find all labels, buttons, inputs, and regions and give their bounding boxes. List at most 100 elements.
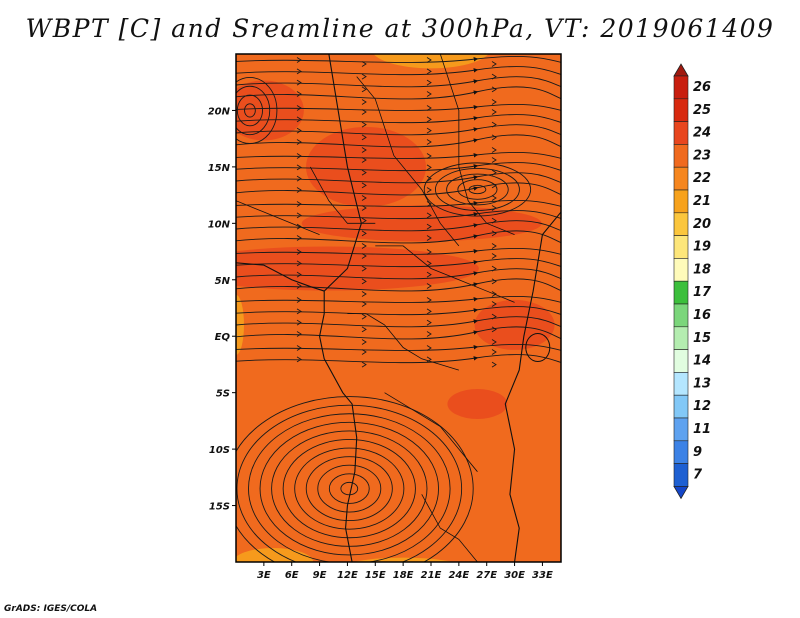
country-border: [384, 392, 478, 472]
streamline-arrow: [426, 153, 432, 159]
streamline-arrow: [296, 260, 302, 267]
streamline-arrow: [361, 195, 367, 201]
east-border: [504, 211, 561, 562]
colorbar-label: 12: [693, 399, 711, 414]
lon-tick-label: 24E: [448, 570, 469, 581]
colorbar-label: 11: [693, 422, 711, 437]
colorbar-swatch: [673, 98, 689, 122]
colorbar-label: 13: [693, 376, 711, 391]
streamline-arrow: [361, 205, 367, 211]
streamline-arrow: [361, 278, 367, 285]
gyre-streamline: [328, 473, 370, 504]
streamline: [236, 56, 561, 63]
streamline-arrow: [296, 271, 302, 278]
streamline-arrow: [361, 301, 367, 307]
streamline-arrow: [296, 356, 302, 363]
colorbar-swatch: [673, 212, 689, 236]
streamline: [236, 134, 561, 148]
streamline-arrow: [296, 91, 302, 97]
streamline-arrow: [361, 121, 367, 128]
map-title: WBPT [C] and Sreamline at 300hPa, VT: 20…: [25, 14, 775, 43]
swirl-streamline: [244, 103, 256, 118]
colorbar: 26 25 24 23 22 21 20 19 18 17 16 15 14 13 12 11 9 7: [673, 63, 712, 500]
country-border: [347, 313, 459, 371]
streamline-arrow: [296, 79, 302, 86]
streamline-arrow: [426, 91, 432, 97]
streamline-arrow: [491, 86, 497, 93]
lat-tick-label: 10N: [208, 219, 231, 230]
lon-tick-label: 6E: [285, 570, 299, 581]
streamline-arrow: [426, 249, 432, 255]
lon-tick-label: 33E: [532, 570, 553, 581]
streamline-arrow: [491, 157, 497, 163]
streamline: [236, 326, 561, 340]
colorbar-swatch: [673, 326, 689, 350]
colorbar-swatch: [673, 144, 689, 168]
gyre-streamline: [259, 421, 439, 556]
streamline-arrow: [426, 235, 432, 241]
streamline-arrow: [426, 139, 432, 145]
country-border: [421, 494, 478, 562]
map-panel: [236, 54, 561, 562]
streamline-arrow: [491, 195, 497, 201]
colorbar-label: 23: [693, 148, 711, 163]
streamline-arrow: [361, 182, 367, 189]
streamline: [236, 278, 561, 292]
streamline-arrow: [491, 109, 497, 115]
streamline: [236, 344, 561, 351]
streamline-arrow: [491, 339, 497, 345]
colorbar-top-arrow: [673, 63, 689, 77]
streamline-arrow: [361, 61, 367, 67]
longitude-axis: 3E 6E 9E 12E 15E 18E 21E 24E 27E 30E 33E: [257, 562, 553, 581]
colorbar-label: 19: [693, 240, 711, 255]
streamline-arrow: [296, 139, 302, 145]
colorbar-label: 7: [693, 468, 703, 483]
swirl-streamline: [236, 77, 278, 144]
colorbar-swatch: [673, 280, 689, 305]
streamline-arrow: [361, 86, 367, 93]
streamline-arrow: [426, 271, 432, 278]
streamline-arrow: [361, 253, 367, 259]
streamline-arrow: [426, 297, 432, 303]
lat-tick-label: 5S: [216, 389, 230, 400]
streamline-arrow: [426, 345, 432, 351]
streamline-arrow: [361, 169, 367, 176]
streamline-arrow: [426, 57, 432, 63]
streamline-arrow: [491, 301, 497, 307]
lat-tick-label: 5N: [215, 276, 231, 287]
colorbar-swatch: [673, 303, 689, 328]
streamline-arrow: [361, 326, 367, 333]
streamline-arrow: [361, 230, 367, 237]
swirl-streamline: [434, 168, 520, 211]
lon-tick-label: 3E: [257, 570, 271, 581]
colorbar-swatch: [673, 166, 689, 191]
colorbar-label: 21: [693, 194, 711, 209]
lat-tick-label: 20N: [208, 106, 231, 117]
streamline-arrow: [491, 61, 497, 67]
streamline-arrow: [361, 157, 367, 163]
streamline: [236, 248, 561, 255]
streamline-arrow: [296, 105, 302, 111]
country-border: [236, 200, 320, 235]
streamline-arrow: [361, 361, 367, 368]
lat-tick-label: 10S: [209, 445, 230, 456]
lon-tick-label: 9E: [313, 570, 327, 581]
colorbar-swatch: [673, 394, 689, 419]
lat-tick-label: EQ: [215, 332, 231, 343]
cool-region: [373, 54, 489, 69]
streamline-arrow: [426, 223, 432, 230]
colorbar-label: 24: [693, 126, 711, 141]
streamline: [236, 76, 561, 88]
streamline-arrow: [426, 164, 432, 171]
streamline-arrow: [426, 308, 432, 315]
streamline-arrow: [426, 331, 432, 337]
warm-region: [474, 299, 555, 350]
streamline-arrow: [361, 243, 367, 249]
cool-region: [353, 557, 453, 562]
lat-tick-label: 15S: [209, 502, 230, 513]
colorbar-label: 20: [693, 217, 711, 232]
streamline-arrow: [491, 361, 497, 368]
streamline: [236, 230, 561, 244]
swirl-streamline: [236, 85, 271, 136]
streamline-arrow: [426, 68, 432, 75]
